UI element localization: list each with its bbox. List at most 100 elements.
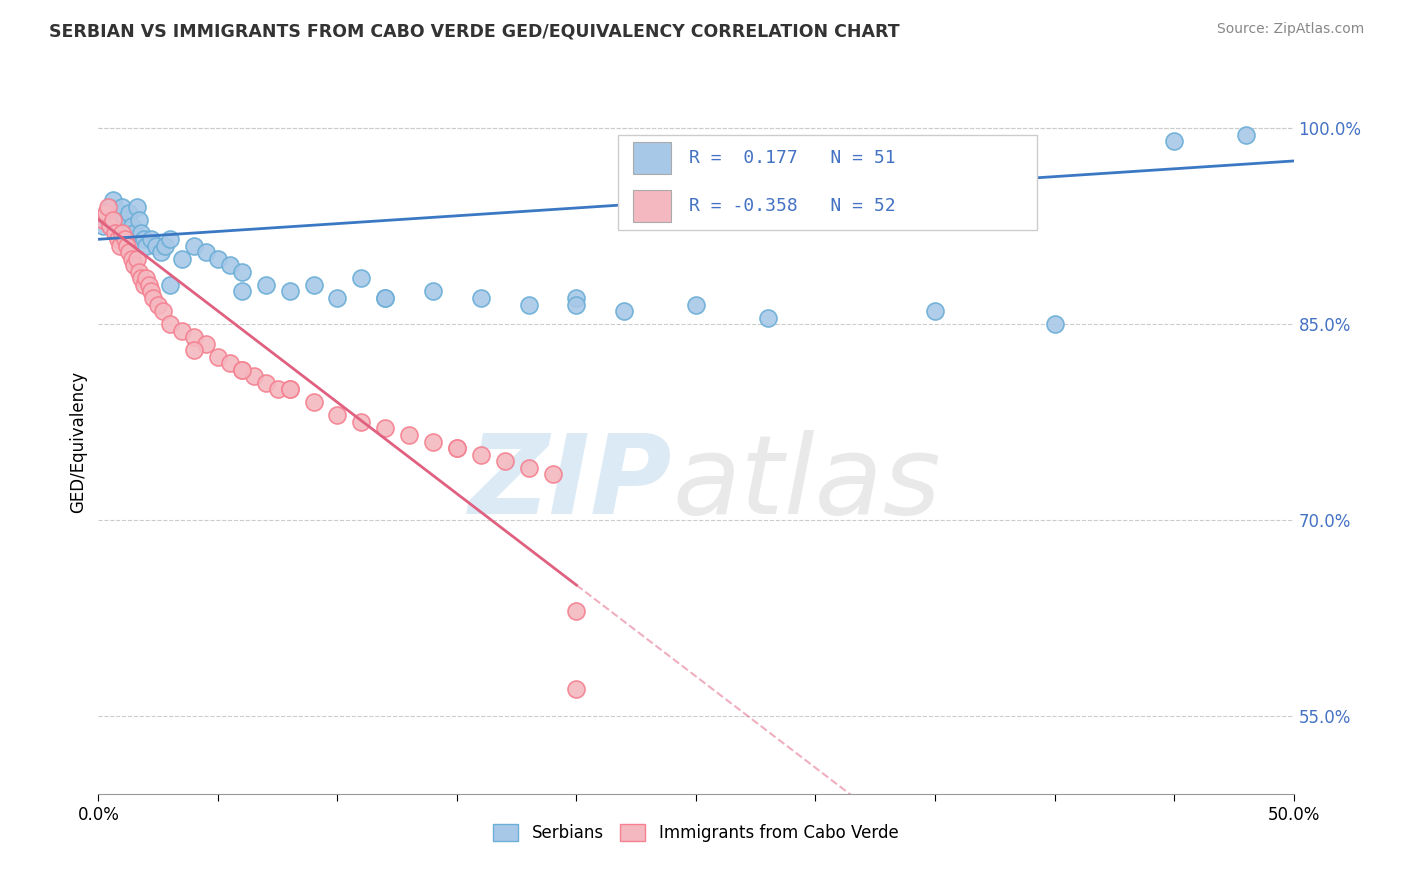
Point [91,212,114,227]
Point [398,428,420,442]
Point [94,212,117,227]
Point [326,409,349,423]
Point [446,441,468,455]
Point [183,343,205,358]
Point [128,212,150,227]
Point [374,421,396,435]
Point [152,304,174,318]
Point [541,467,564,482]
Point [470,448,492,462]
Point [118,245,141,260]
Point [374,291,396,305]
Point [125,252,148,266]
Point [183,239,205,253]
Text: R = -0.358   N = 52: R = -0.358 N = 52 [689,197,896,215]
Point [219,356,242,370]
Point [135,271,157,285]
Point [104,226,127,240]
Point [350,271,373,285]
Point [128,265,150,279]
Text: atlas: atlas [672,430,941,537]
Text: R =  0.177   N = 51: R = 0.177 N = 51 [689,149,896,167]
Point [422,285,444,299]
Text: Source: ZipAtlas.com: Source: ZipAtlas.com [1216,22,1364,37]
Point [97,206,120,220]
Point [278,285,301,299]
Point [278,382,301,396]
Legend: Serbians, Immigrants from Cabo Verde: Serbians, Immigrants from Cabo Verde [486,817,905,849]
Point [121,252,143,266]
Point [124,226,146,240]
Point [101,193,124,207]
Text: SERBIAN VS IMMIGRANTS FROM CABO VERDE GED/EQUIVALENCY CORRELATION CHART: SERBIAN VS IMMIGRANTS FROM CABO VERDE GE… [49,22,900,40]
Point [243,369,266,384]
Point [132,277,155,292]
Point [159,317,181,331]
Point [1234,128,1257,142]
Point [494,454,516,468]
Point [114,232,136,246]
Point [1043,317,1066,331]
Point [139,232,162,246]
Point [1163,135,1185,149]
Point [98,219,122,234]
FancyBboxPatch shape [633,190,671,222]
Point [115,226,138,240]
Point [104,212,127,227]
Point [254,277,277,292]
Point [97,200,120,214]
Point [517,460,540,475]
Point [219,259,242,273]
Point [267,382,290,396]
Point [422,434,444,449]
Point [231,265,253,279]
Point [107,232,129,246]
Point [756,310,779,325]
Point [172,252,194,266]
Point [183,330,205,344]
Point [517,297,540,311]
Point [142,291,165,305]
Point [685,297,707,311]
Point [195,245,218,260]
FancyBboxPatch shape [633,142,671,174]
Point [94,206,117,220]
Text: ZIP: ZIP [468,430,672,537]
Point [207,252,229,266]
Point [121,219,143,234]
Point [195,336,218,351]
Point [278,382,301,396]
Point [254,376,277,390]
Point [326,291,349,305]
Point [132,232,155,246]
Point [107,226,129,240]
Point [115,239,138,253]
Point [374,291,396,305]
Point [131,226,153,240]
Y-axis label: GED/Equivalency: GED/Equivalency [69,370,87,513]
Point [118,206,141,220]
Point [131,271,153,285]
Point [302,277,325,292]
Point [350,415,373,429]
Point [302,395,325,409]
Point [155,239,177,253]
Point [924,304,946,318]
Point [470,291,492,305]
Point [159,232,181,246]
Point [613,304,636,318]
Point [231,285,253,299]
Point [135,239,157,253]
Point [172,324,194,338]
Point [124,259,146,273]
Point [139,285,162,299]
Point [91,219,114,234]
Point [565,682,588,697]
Point [114,212,136,227]
Point [148,297,170,311]
Point [108,206,131,220]
Point [446,441,468,455]
Point [138,277,160,292]
Point [565,291,588,305]
Point [231,363,253,377]
